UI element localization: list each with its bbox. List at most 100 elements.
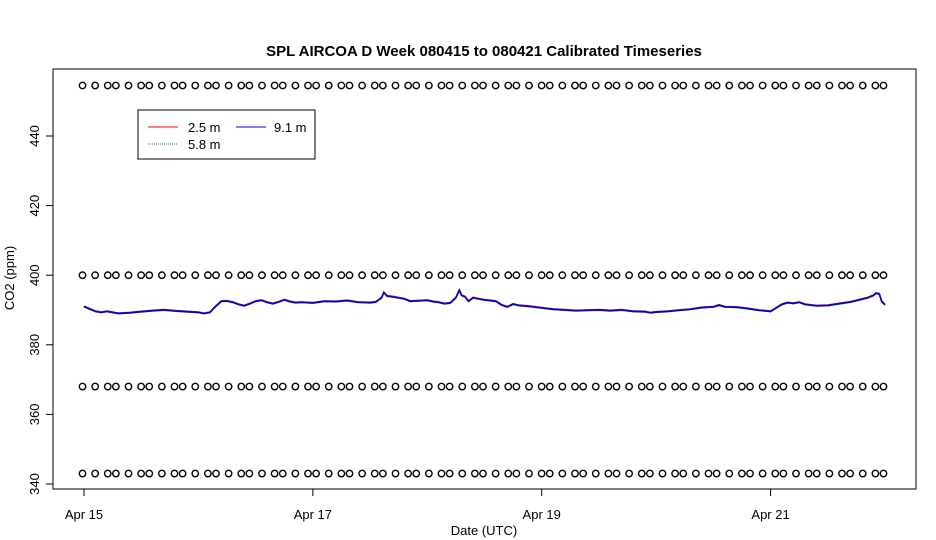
o-mark	[91, 81, 100, 90]
o-mark	[203, 271, 212, 280]
o-mark	[391, 271, 400, 280]
o-mark	[746, 81, 754, 90]
o-mark	[378, 469, 387, 478]
o-mark	[237, 271, 246, 280]
o-mark	[445, 81, 454, 90]
o-mark	[370, 382, 379, 391]
o-mark	[458, 382, 467, 391]
o-mark	[212, 382, 220, 391]
o-mark	[345, 382, 354, 391]
o-mark	[337, 271, 346, 280]
o-mark	[691, 382, 700, 391]
o-mark	[558, 81, 567, 90]
o-mark	[203, 469, 212, 478]
o-mark	[671, 81, 680, 90]
o-mark	[304, 81, 312, 90]
o-mark	[258, 81, 266, 90]
o-mark	[704, 382, 713, 391]
o-mark	[579, 81, 588, 90]
x-tick-label: Apr 15	[65, 507, 103, 522]
o-mark	[278, 271, 287, 280]
o-mark	[237, 382, 246, 391]
o-mark	[558, 382, 567, 391]
y-tick-label: 360	[27, 404, 42, 426]
o-mark	[378, 81, 387, 90]
o-mark	[804, 469, 813, 478]
o-mark	[658, 469, 667, 478]
o-mark	[124, 469, 133, 478]
o-mark	[571, 382, 579, 391]
legend-label-2-5m: 2.5 m	[188, 120, 221, 135]
o-mark	[537, 81, 546, 90]
o-mark	[512, 81, 521, 90]
o-mark	[838, 469, 846, 478]
o-marks-layer	[78, 81, 888, 478]
o-mark	[704, 271, 713, 280]
o-mark	[579, 382, 588, 391]
o-mark	[679, 382, 688, 391]
o-mark	[858, 382, 867, 391]
o-mark	[737, 469, 746, 478]
o-mark	[792, 469, 800, 478]
o-mark	[779, 469, 788, 478]
o-mark	[170, 271, 179, 280]
o-mark	[679, 271, 688, 280]
o-mark	[470, 271, 479, 280]
o-mark	[191, 469, 200, 478]
o-mark	[458, 271, 467, 280]
o-mark	[604, 81, 613, 90]
o-mark	[178, 382, 187, 391]
o-mark	[191, 271, 200, 280]
o-mark	[604, 469, 613, 478]
o-mark	[103, 81, 112, 90]
x-tick-label: Apr 19	[523, 507, 561, 522]
o-mark	[658, 271, 667, 280]
o-mark	[404, 81, 413, 90]
o-mark	[645, 81, 654, 90]
o-mark	[479, 382, 487, 391]
o-mark	[103, 469, 112, 478]
o-mark	[470, 469, 479, 478]
o-mark	[812, 81, 821, 90]
o-mark	[871, 81, 880, 90]
o-mark	[91, 469, 100, 478]
o-mark	[746, 469, 754, 478]
o-mark	[345, 271, 354, 280]
o-mark	[858, 271, 867, 280]
axes-layer: Apr 15 Apr 17 Apr 19 Apr 21 340 360 380 400 420 4…	[27, 125, 790, 522]
o-mark	[245, 271, 254, 280]
o-mark	[792, 81, 800, 90]
o-mark	[91, 271, 100, 280]
o-mark	[637, 271, 646, 280]
o-mark	[245, 382, 254, 391]
o-mark	[512, 469, 521, 478]
o-mark	[270, 469, 279, 478]
o-mark	[111, 382, 120, 391]
o-mark	[671, 382, 680, 391]
o-mark	[846, 81, 855, 90]
o-mark	[437, 469, 446, 478]
o-mark	[879, 271, 888, 280]
o-mark	[270, 382, 279, 391]
o-mark	[712, 382, 721, 391]
o-mark	[504, 81, 513, 90]
o-mark	[625, 271, 634, 280]
series-lines-layer	[83, 287, 886, 315]
o-mark	[324, 382, 333, 391]
o-mark	[458, 81, 467, 90]
o-mark	[591, 469, 600, 478]
o-mark	[404, 271, 413, 280]
o-mark	[212, 469, 220, 478]
o-mark	[612, 469, 621, 478]
o-mark	[804, 81, 813, 90]
o-mark	[591, 81, 600, 90]
o-mark	[91, 382, 100, 391]
o-mark	[825, 81, 834, 90]
o-mark	[458, 469, 467, 478]
o-mark	[537, 271, 546, 280]
o-mark	[412, 382, 421, 391]
o-mark	[178, 469, 187, 478]
o-mark	[445, 382, 454, 391]
o-mark	[858, 81, 867, 90]
